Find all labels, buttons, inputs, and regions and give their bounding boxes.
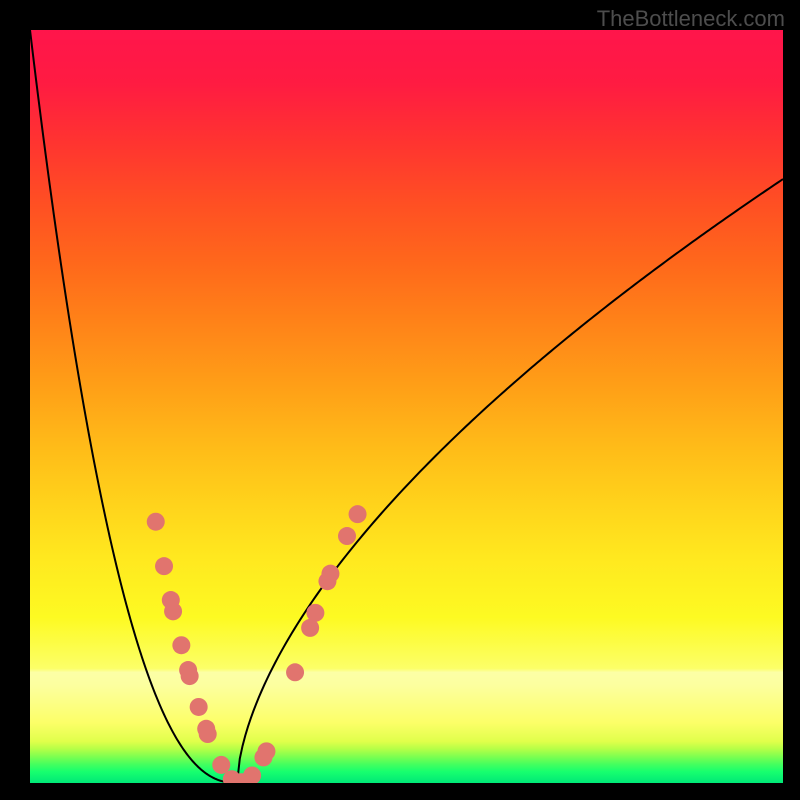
watermark-text: TheBottleneck.com bbox=[597, 6, 785, 32]
data-marker bbox=[349, 505, 367, 523]
data-marker bbox=[338, 527, 356, 545]
plot-area bbox=[30, 30, 783, 783]
data-marker bbox=[257, 742, 275, 760]
data-marker bbox=[164, 602, 182, 620]
data-marker bbox=[190, 698, 208, 716]
gradient-background bbox=[30, 30, 783, 783]
data-marker bbox=[306, 604, 324, 622]
data-marker bbox=[321, 565, 339, 583]
chart-root: TheBottleneck.com bbox=[0, 0, 800, 800]
data-marker bbox=[172, 636, 190, 654]
data-marker bbox=[199, 725, 217, 743]
data-marker bbox=[155, 557, 173, 575]
data-marker bbox=[212, 756, 230, 774]
data-marker bbox=[286, 663, 304, 681]
data-marker bbox=[147, 513, 165, 531]
data-marker bbox=[181, 667, 199, 685]
